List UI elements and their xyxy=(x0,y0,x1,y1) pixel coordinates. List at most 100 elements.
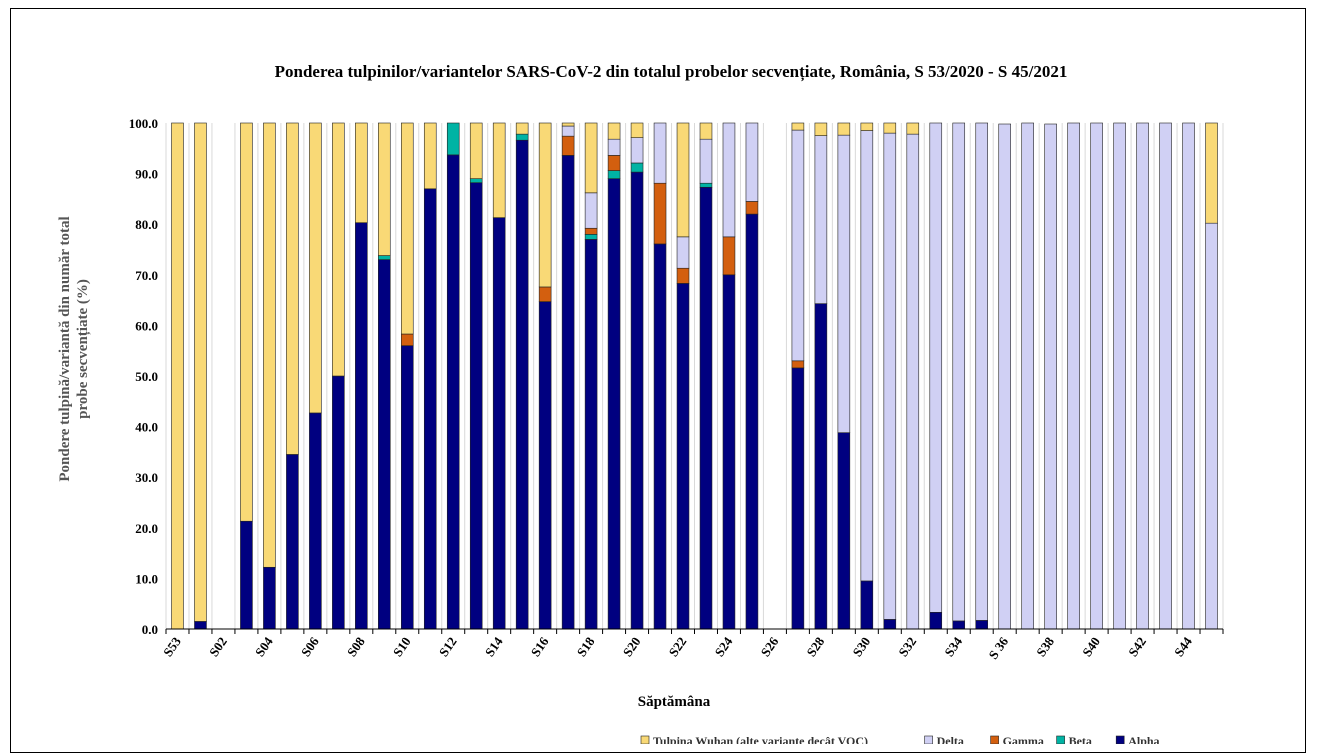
bar-stack-S05 xyxy=(286,122,299,630)
bar-segment-delta xyxy=(653,122,667,184)
bar-segment-delta xyxy=(1021,122,1034,630)
bar-segment-beta xyxy=(469,178,483,184)
bar-segment-gamma xyxy=(561,135,575,156)
bar-segment-delta xyxy=(906,133,920,630)
x-tick-label: S14 xyxy=(482,634,506,660)
bar-segment-delta xyxy=(745,122,759,202)
y-tick-label: 50.0 xyxy=(135,369,158,384)
bar-segment-tulpina xyxy=(378,122,391,256)
bar-stack-S40 xyxy=(1090,122,1103,630)
bar-stack-S01 xyxy=(194,122,207,630)
chart: Ponderea tulpinilor/variantelor SARS-CoV… xyxy=(57,62,1224,744)
bar-stack-S24 xyxy=(722,122,736,630)
x-tick-label: S18 xyxy=(574,634,598,660)
bar-segment-delta xyxy=(584,192,598,229)
y-axis-title-line-1: Pondere tulpină/variantă din număr total xyxy=(57,216,73,481)
bar-segment-alpha xyxy=(722,274,736,630)
x-tick-label: S42 xyxy=(1125,634,1149,659)
legend: Tulpina Wuhan (alte variante decât VOC) D… xyxy=(640,734,1160,744)
bar-segment-alpha xyxy=(286,454,299,630)
bar-segment-gamma xyxy=(400,333,414,346)
bar-segment-tulpina xyxy=(906,122,920,135)
bar-stack-S14 xyxy=(492,122,506,630)
y-tick-label: 60.0 xyxy=(135,318,158,333)
bar-stack-S41 xyxy=(1113,122,1126,630)
y-tick-label: 20.0 xyxy=(135,521,158,536)
bar-segment-gamma xyxy=(676,267,690,284)
bar-segment-delta xyxy=(883,132,897,620)
bar-segment-delta xyxy=(998,123,1011,630)
bar-segment-delta xyxy=(1205,222,1218,630)
x-tick-labels: S53 S02 S04 S06 S08 S10 S12 S14 S16 S18 S20 S22 S24 S… xyxy=(160,634,1195,662)
bar-stack-S31 xyxy=(883,122,897,630)
bar-segment-tulpina xyxy=(676,122,690,238)
bar-segment-tulpina xyxy=(699,122,713,140)
legend-label: Tulpina Wuhan (alte variante decât VOC) xyxy=(653,734,868,744)
x-tick-label: S44 xyxy=(1171,634,1195,660)
bar-stack-S18 xyxy=(584,122,598,630)
legend-swatch xyxy=(640,735,650,744)
bar-segment-gamma xyxy=(607,155,621,171)
bar-segment-tulpina xyxy=(814,122,828,136)
bar-segment-tulpina xyxy=(515,122,529,135)
x-tick-label: S22 xyxy=(666,634,690,659)
x-tick-label: S34 xyxy=(941,634,965,660)
bar-segment-alpha xyxy=(378,259,391,630)
y-axis-title: Pondere tulpină/variantă din număr total… xyxy=(57,216,91,481)
bar-segment-alpha xyxy=(584,239,598,630)
bar-segment-tulpina xyxy=(309,122,322,414)
bar-segment-tulpina xyxy=(837,122,851,136)
x-tick-label: S06 xyxy=(298,634,322,660)
bar-stack-S22 xyxy=(676,122,690,630)
x-tick-label: S16 xyxy=(528,634,552,660)
bar-stack-S08 xyxy=(355,122,368,630)
bar-segment-alpha xyxy=(814,303,828,630)
legend-item: Delta xyxy=(924,734,964,744)
bar-segment-delta xyxy=(952,122,966,622)
bar-stack-S11 xyxy=(423,122,437,630)
bar-segment-tulpina xyxy=(263,122,276,568)
bar-segment-beta xyxy=(699,182,713,188)
bar-segment-delta xyxy=(837,134,851,433)
bar-segment-delta xyxy=(1067,122,1080,630)
y-tick-label: 100.0 xyxy=(129,116,158,131)
bar-segment-alpha xyxy=(423,188,437,630)
bar-stack-S06 xyxy=(309,122,322,630)
legend-label: Beta xyxy=(1069,734,1092,744)
bar-segment-alpha xyxy=(332,375,345,630)
y-axis-title-line-2: probe secvențiate (%) xyxy=(75,279,91,419)
bar-segment-tulpina xyxy=(492,122,506,218)
bar-stack-S32 xyxy=(906,122,920,630)
bars xyxy=(171,122,1218,630)
x-tick-label: S04 xyxy=(252,634,276,660)
bar-segment-gamma xyxy=(538,286,552,302)
bar-stack-S25 xyxy=(745,122,759,630)
bar-stack-S30 xyxy=(860,122,874,630)
bar-segment-tulpina xyxy=(194,122,207,622)
x-tick-label: S32 xyxy=(895,634,919,659)
bar-segment-alpha xyxy=(492,217,506,630)
bar-segment-alpha xyxy=(699,186,713,630)
bar-stack-S17 xyxy=(561,122,575,630)
bar-segment-delta xyxy=(929,122,943,613)
bar-segment-alpha xyxy=(538,301,552,630)
legend-swatch xyxy=(1115,735,1125,744)
bar-segment-delta xyxy=(699,138,713,184)
bar-segment-tulpina xyxy=(607,122,621,140)
bar-segment-tulpina xyxy=(860,122,874,131)
bar-segment-tulpina xyxy=(400,122,414,335)
bar-segment-alpha xyxy=(515,139,529,630)
x-tick-label: S53 xyxy=(160,634,184,660)
bar-stack-S19 xyxy=(607,122,621,630)
bar-segment-delta xyxy=(630,137,644,164)
bar-segment-tulpina xyxy=(286,122,299,455)
bar-stack-S23 xyxy=(699,122,713,630)
bar-segment-tulpina xyxy=(171,122,184,630)
bar-segment-gamma xyxy=(653,182,667,245)
bar-segment-tulpina xyxy=(883,122,897,134)
legend-item: Alpha xyxy=(1115,734,1160,744)
bar-segment-delta xyxy=(791,129,805,362)
bar-segment-alpha xyxy=(400,345,414,630)
bar-segment-alpha xyxy=(745,213,759,630)
legend-label: Alpha xyxy=(1128,734,1159,744)
